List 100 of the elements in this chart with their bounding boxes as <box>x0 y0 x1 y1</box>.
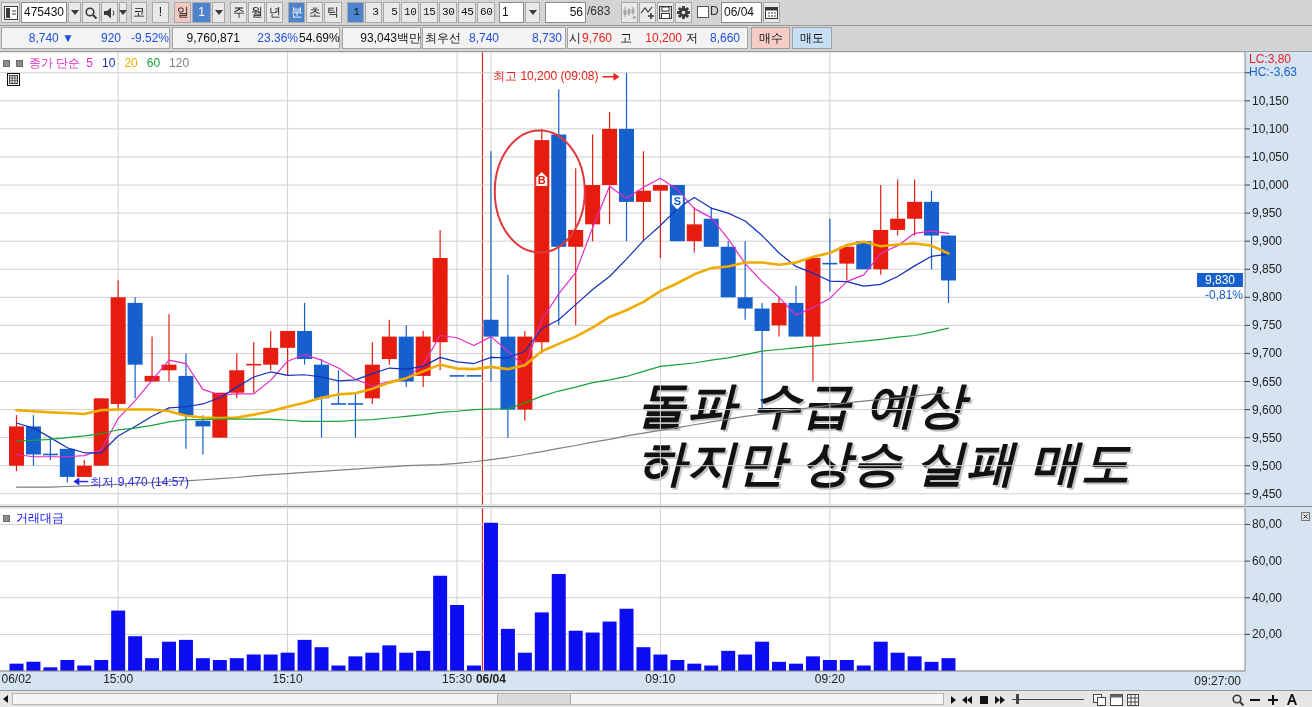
y-tick-label: 10,050 <box>1252 149 1290 164</box>
x-tick-label: 15:30 <box>442 672 473 686</box>
text: 8,730 <box>530 30 562 47</box>
bar <box>263 654 278 671</box>
text: 20 <box>124 56 138 70</box>
bar <box>839 660 854 671</box>
annotation: 최저 9,470 (14:57) <box>90 474 190 489</box>
text: 54.69% <box>299 30 340 47</box>
text: 120 <box>169 56 190 70</box>
annotation: 최고 10,200 (09:08) <box>493 68 599 83</box>
button: 주 <box>230 2 247 23</box>
text: 9,760 <box>580 30 612 47</box>
candlestick <box>635 150 651 242</box>
button: ! <box>152 2 169 23</box>
bar <box>365 652 380 671</box>
y-tick-label: 60,00 <box>1252 554 1283 569</box>
bar <box>399 652 414 671</box>
bar <box>145 658 160 671</box>
candlestick <box>771 296 787 338</box>
bar <box>636 647 651 671</box>
text-field: 475430 <box>21 2 67 23</box>
y-tick-label: 9,650 <box>1252 374 1283 389</box>
bar <box>450 605 465 671</box>
bar <box>162 641 177 671</box>
button: 년 <box>266 2 283 23</box>
button: 매수 <box>751 27 790 49</box>
x-tick-label: 06/02 <box>1 672 32 686</box>
y-tick-label: 10,150 <box>1252 93 1290 108</box>
y-tick-label: 9,600 <box>1252 402 1283 417</box>
text: /683 <box>587 3 611 20</box>
annotation: -0,81% <box>1204 288 1243 303</box>
bar <box>721 650 736 671</box>
text: 10,200 <box>644 30 682 47</box>
x-tick-label: 06/04 <box>475 672 507 686</box>
y-tick-label: 20,00 <box>1252 627 1283 642</box>
button: 초 <box>306 2 323 23</box>
x-tick-label: 09:20 <box>814 672 846 686</box>
bar <box>178 639 193 671</box>
y-tick-label: 10,100 <box>1252 121 1290 136</box>
y-tick-label: 9,800 <box>1252 290 1283 305</box>
x-tick-label: 15:00 <box>103 672 134 686</box>
bar <box>314 647 329 671</box>
candlestick <box>280 330 296 377</box>
y-tick-label: 9,700 <box>1252 346 1283 361</box>
text: 시 <box>569 30 581 47</box>
text: 10 <box>102 56 116 70</box>
candlestick <box>907 178 923 237</box>
bar <box>602 621 617 671</box>
text: 09:27:00 <box>1194 674 1241 688</box>
y-tick-label: 9,750 <box>1252 318 1283 333</box>
bar <box>619 608 634 671</box>
bar <box>348 656 363 671</box>
bar <box>246 654 261 671</box>
y-tick-label: 10,000 <box>1252 178 1290 193</box>
bar <box>907 656 922 671</box>
candlestick <box>229 352 245 399</box>
bar <box>128 636 143 671</box>
y-tick-label: 40,00 <box>1252 590 1283 605</box>
text: LC:3,80 <box>1249 52 1292 66</box>
text: 거래대금 <box>16 509 64 527</box>
legend-title: 종가 단순 <box>29 54 81 72</box>
bar <box>212 660 227 671</box>
bar <box>280 652 295 671</box>
bar <box>670 660 685 671</box>
bar <box>382 645 397 671</box>
x-tick-label: 09:10 <box>645 672 676 686</box>
candlestick <box>568 167 584 326</box>
bar <box>551 573 566 671</box>
button: 월 <box>248 2 265 23</box>
bar <box>195 658 210 671</box>
candlestick <box>263 330 279 371</box>
candlestick <box>330 369 347 405</box>
text: 8,740 <box>467 30 499 47</box>
bar <box>60 660 75 671</box>
bar <box>738 654 753 671</box>
y-tick-label: 9,900 <box>1252 234 1283 249</box>
bar <box>822 660 837 671</box>
candlestick <box>839 246 855 282</box>
candlestick <box>686 206 702 253</box>
candlestick <box>144 336 160 383</box>
button: 분 <box>288 2 305 23</box>
text-field: 06/04 <box>721 2 762 23</box>
text: 9,760,871 <box>185 30 240 47</box>
bar <box>653 654 668 671</box>
button: 일 <box>174 2 191 23</box>
text-field: 56 <box>545 2 586 23</box>
y-tick-label: 9,500 <box>1252 458 1283 473</box>
candlestick <box>737 240 753 321</box>
text: 최우선 <box>425 30 462 47</box>
bar <box>805 656 820 671</box>
bar <box>941 658 956 671</box>
bar <box>433 575 448 671</box>
text: 920 <box>99 30 121 47</box>
bar <box>890 652 905 671</box>
series-label: B <box>537 174 546 187</box>
candlestick <box>652 184 668 259</box>
text: 5 <box>86 56 94 70</box>
button: 1 <box>192 2 211 23</box>
text: 23.36% <box>256 30 298 47</box>
bar <box>483 522 498 671</box>
